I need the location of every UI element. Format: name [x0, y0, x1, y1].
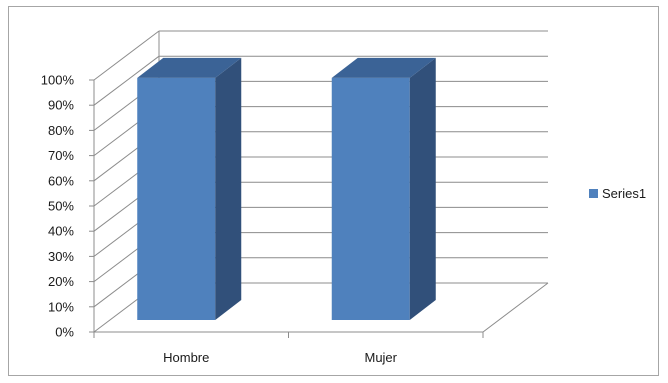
y-tick-label: 0%: [55, 325, 74, 340]
chart-bars: [137, 57, 436, 321]
bar-mujer-front: [331, 77, 410, 321]
x-tick-label: Mujer: [364, 350, 397, 365]
y-tick-label: 20%: [48, 274, 74, 289]
bar-mujer-side: [409, 57, 436, 321]
gridline-side: [93, 30, 160, 81]
y-tick-label: 90%: [48, 98, 74, 113]
legend-label-series1: Series1: [602, 186, 646, 201]
y-tick-label: 10%: [48, 299, 74, 314]
y-tick-label: 100%: [41, 73, 75, 88]
y-tick-label: 70%: [48, 148, 74, 163]
y-tick-label: 60%: [48, 173, 74, 188]
bar-hombre-front: [137, 77, 216, 321]
y-axis-ticks: 0% 10% 20% 30% 40% 50% 60% 70% 80% 90% 100%: [41, 73, 95, 340]
y-tick-label: 80%: [48, 123, 74, 138]
x-tick-label: Hombre: [163, 350, 209, 365]
gridline-side: [93, 55, 160, 106]
bar-hombre-side: [215, 57, 242, 321]
bar-mujer-top: [331, 57, 436, 78]
y-tick-label: 40%: [48, 224, 74, 239]
bar-hombre-top: [137, 57, 242, 78]
y-tick-label: 50%: [48, 199, 74, 214]
x-axis-labels: Hombre Mujer: [93, 332, 484, 365]
y-tick-label: 30%: [48, 249, 74, 264]
chart-legend[interactable]: Series1: [589, 186, 646, 201]
legend-swatch-series1: [589, 189, 598, 198]
